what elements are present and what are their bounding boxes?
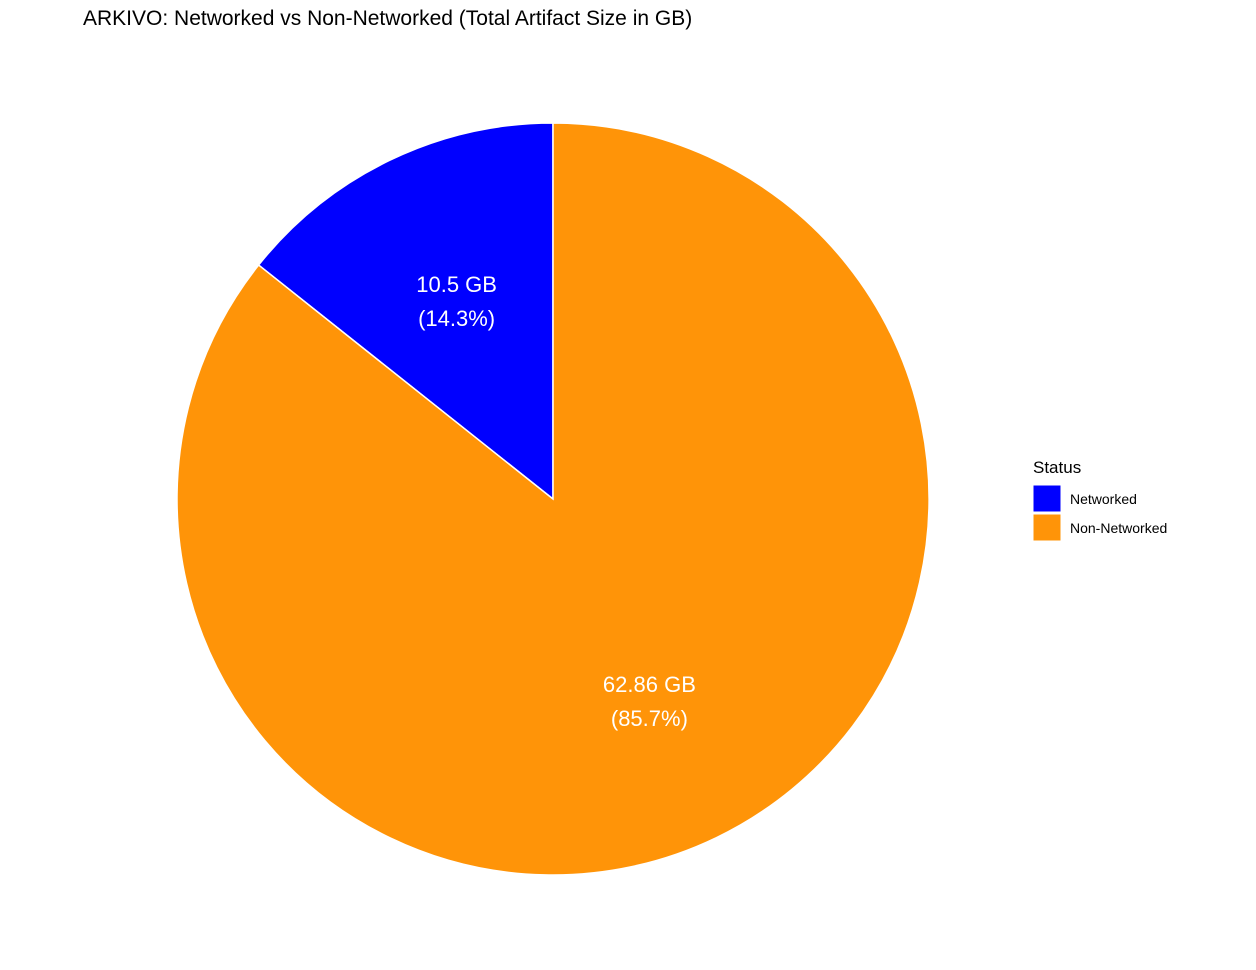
legend-label: Networked xyxy=(1070,491,1137,507)
legend-items: Networked Non-Networked xyxy=(1032,484,1167,542)
pie-slice-non-networked xyxy=(176,122,930,876)
slice-percent-label: (85.7%) xyxy=(611,706,688,731)
legend-key xyxy=(1032,484,1062,513)
pie-slice-networked xyxy=(257,122,554,501)
legend-key xyxy=(1032,513,1062,542)
legend: Status Networked Non-Networked xyxy=(1032,458,1167,542)
chart-title: ARKIVO: Networked vs Non-Networked (Tota… xyxy=(83,7,692,30)
pie-slice-labels: 10.5 GB (14.3%) 62.86 GB (85.7%) xyxy=(416,272,696,731)
slice-percent-label: (14.3%) xyxy=(418,306,495,331)
slice-value-label: 10.5 GB xyxy=(416,272,497,297)
pie-slices xyxy=(176,122,930,876)
legend-title: Status xyxy=(1033,458,1081,477)
slice-value-label: 62.86 GB xyxy=(603,672,696,697)
legend-label: Non-Networked xyxy=(1070,520,1167,536)
